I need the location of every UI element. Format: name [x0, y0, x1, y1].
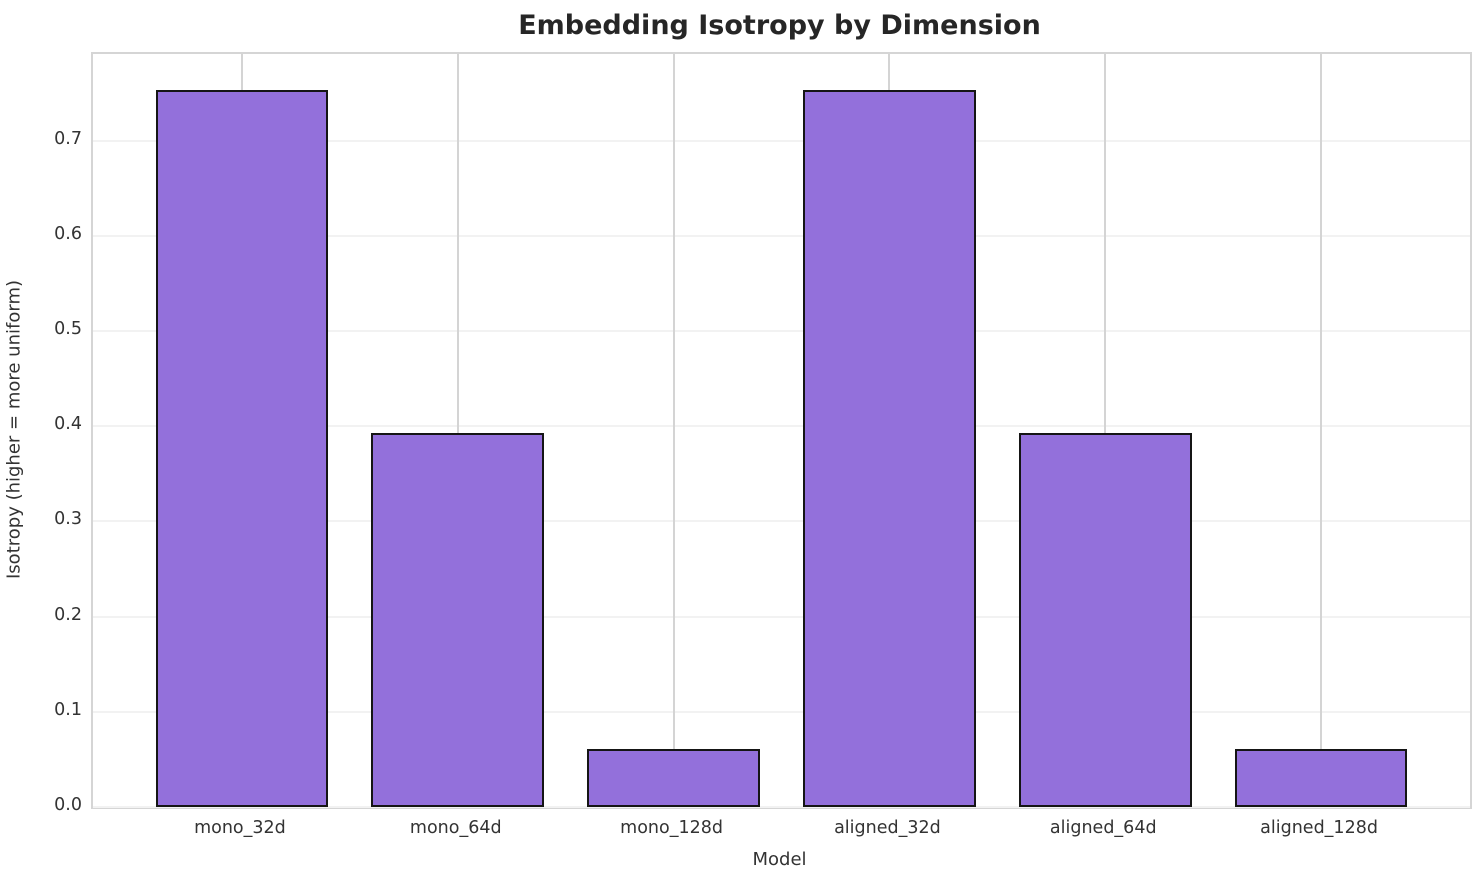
bar-mono_128d: [587, 748, 760, 807]
gridline-horizontal: [93, 615, 1470, 618]
plot-area: [91, 52, 1472, 809]
y-tick-label: 0.4: [54, 414, 82, 435]
gridline-horizontal: [93, 330, 1470, 333]
bar-aligned_64d: [1018, 432, 1192, 807]
gridline-vertical: [1320, 54, 1323, 807]
x-tick-label: mono_32d: [194, 818, 286, 838]
gridline-horizontal: [93, 234, 1470, 237]
y-tick-label: 0.0: [54, 795, 82, 815]
chart-title: Embedding Isotropy by Dimension: [518, 10, 1041, 41]
gridline-horizontal: [93, 520, 1470, 523]
x-axis-label: Model: [752, 849, 807, 870]
bar-mono_64d: [371, 432, 545, 807]
x-tick-label: mono_128d: [620, 818, 723, 838]
gridline-horizontal: [93, 806, 1470, 808]
bar-aligned_32d: [803, 90, 976, 807]
bar-mono_32d: [155, 90, 329, 807]
x-tick-label: aligned_128d: [1260, 818, 1378, 838]
x-tick-label: mono_64d: [409, 818, 502, 838]
y-tick-label: 0.6: [54, 223, 82, 244]
bar-aligned_128d: [1234, 748, 1408, 807]
x-tick-label: aligned_32d: [834, 818, 941, 838]
y-tick-label: 0.3: [54, 509, 82, 530]
y-tick-label: 0.5: [54, 319, 82, 340]
gridline-vertical: [1104, 54, 1107, 807]
gridline-horizontal: [93, 139, 1470, 142]
gridline-horizontal: [93, 710, 1470, 713]
y-tick-label: 0.7: [54, 128, 82, 149]
y-tick-label: 0.1: [54, 699, 82, 720]
y-tick-label: 0.2: [54, 604, 82, 625]
x-tick-label: aligned_64d: [1049, 818, 1157, 838]
gridline-vertical: [456, 54, 459, 807]
gridline-vertical: [672, 54, 675, 807]
gridline-horizontal: [93, 425, 1470, 428]
